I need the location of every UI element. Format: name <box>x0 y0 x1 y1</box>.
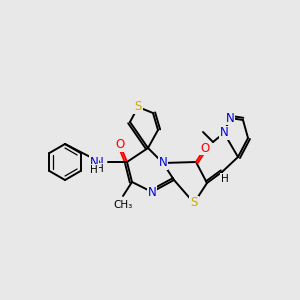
Text: O: O <box>116 139 124 152</box>
Text: H: H <box>90 165 98 175</box>
Text: N: N <box>90 155 98 169</box>
Text: N: N <box>220 127 228 140</box>
Text: N: N <box>148 185 156 199</box>
Text: CH₃: CH₃ <box>113 200 133 210</box>
Text: N: N <box>159 157 167 169</box>
Text: S: S <box>190 196 198 209</box>
Text: H: H <box>96 164 104 174</box>
Text: H: H <box>221 174 229 184</box>
Text: N: N <box>226 112 234 124</box>
Text: O: O <box>200 142 210 154</box>
Text: S: S <box>134 100 142 113</box>
Text: N: N <box>95 155 104 169</box>
